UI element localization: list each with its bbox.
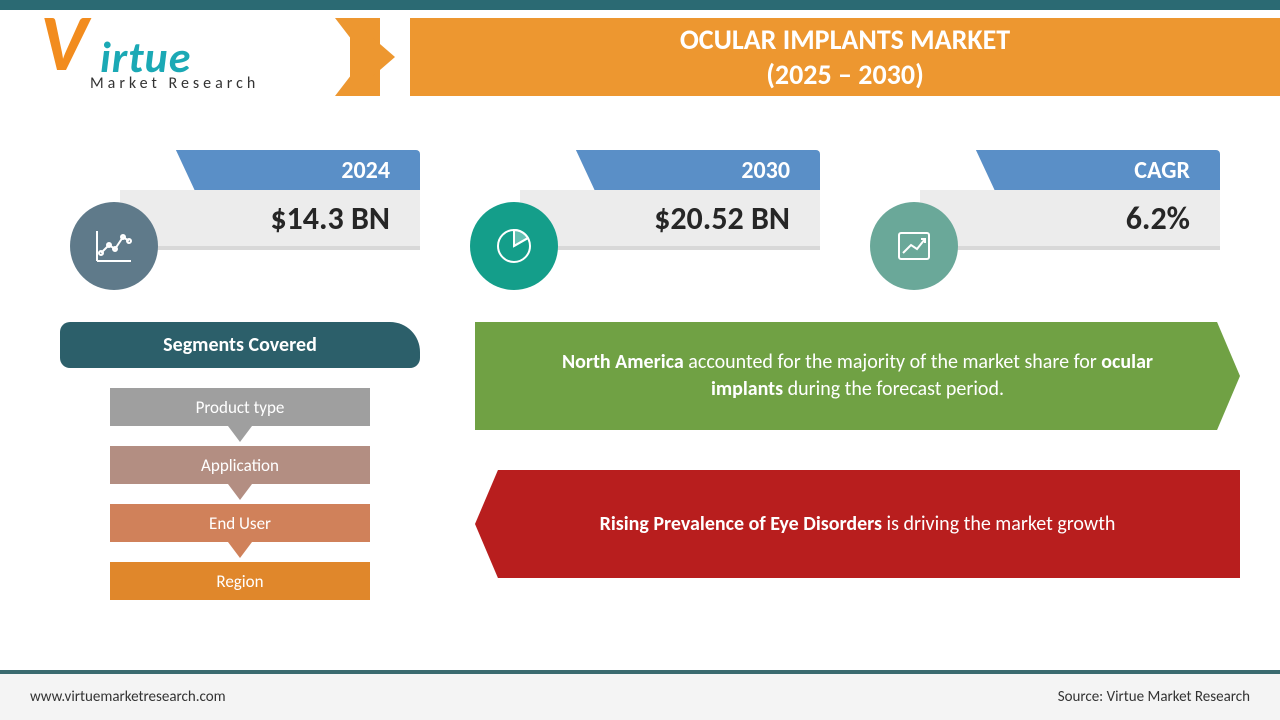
line-chart-icon — [70, 202, 158, 290]
title-line-2: (2025 – 2030) — [766, 57, 924, 92]
callout-green-text-1: accounted for the majority of the market… — [684, 350, 1102, 374]
pie-chart-icon — [470, 202, 558, 290]
brand-logo: V irtue Market Research — [40, 12, 320, 104]
stat-value-2: 6.2% — [920, 190, 1220, 250]
segments-title: Segments Covered — [163, 333, 317, 357]
segment-arrow-0 — [228, 426, 252, 442]
footer-bar: www.virtuemarketresearch.com Source: Vir… — [0, 670, 1280, 720]
stat-card-0: 2024 $14.3 BN — [120, 150, 420, 250]
segment-item-0: Product type — [110, 388, 370, 426]
segment-arrow-1 — [228, 484, 252, 500]
footer-url: www.virtuemarketresearch.com — [30, 688, 226, 706]
callout-green-bold-1: North America — [562, 350, 684, 374]
stat-card-1: 2030 $20.52 BN — [520, 150, 820, 250]
stat-label-1: 2030 — [520, 150, 820, 190]
callout-green-text-2: during the forecast period. — [783, 377, 1004, 401]
segment-item-2: End User — [110, 504, 370, 542]
stat-card-2: CAGR 6.2% — [920, 150, 1220, 250]
stat-value-0: $14.3 BN — [120, 190, 420, 250]
segment-arrow-2 — [228, 542, 252, 558]
stat-value-1: $20.52 BN — [520, 190, 820, 250]
footer-source: Source: Virtue Market Research — [1058, 688, 1250, 706]
title-banner: OCULAR IMPLANTS MARKET (2025 – 2030) — [410, 18, 1280, 96]
regional-insight-callout: North America accounted for the majority… — [475, 322, 1240, 430]
logo-v-mark: V — [40, 12, 87, 76]
market-driver-callout: Rising Prevalence of Eye Disorders is dr… — [475, 470, 1240, 578]
stat-label-0: 2024 — [120, 150, 420, 190]
callout-red-text: is driving the market growth — [882, 512, 1115, 536]
segment-item-3: Region — [110, 562, 370, 600]
title-line-1: OCULAR IMPLANTS MARKET — [680, 22, 1010, 57]
title-chevron-point — [350, 18, 395, 96]
growth-chart-icon — [870, 202, 958, 290]
segments-header: Segments Covered — [60, 322, 420, 368]
segment-item-1: Application — [110, 446, 370, 484]
callout-red-bold: Rising Prevalence of Eye Disorders — [600, 512, 882, 536]
stat-label-2: CAGR — [920, 150, 1220, 190]
top-accent-bar — [0, 0, 1280, 10]
logo-subtext: Market Research — [90, 74, 259, 93]
